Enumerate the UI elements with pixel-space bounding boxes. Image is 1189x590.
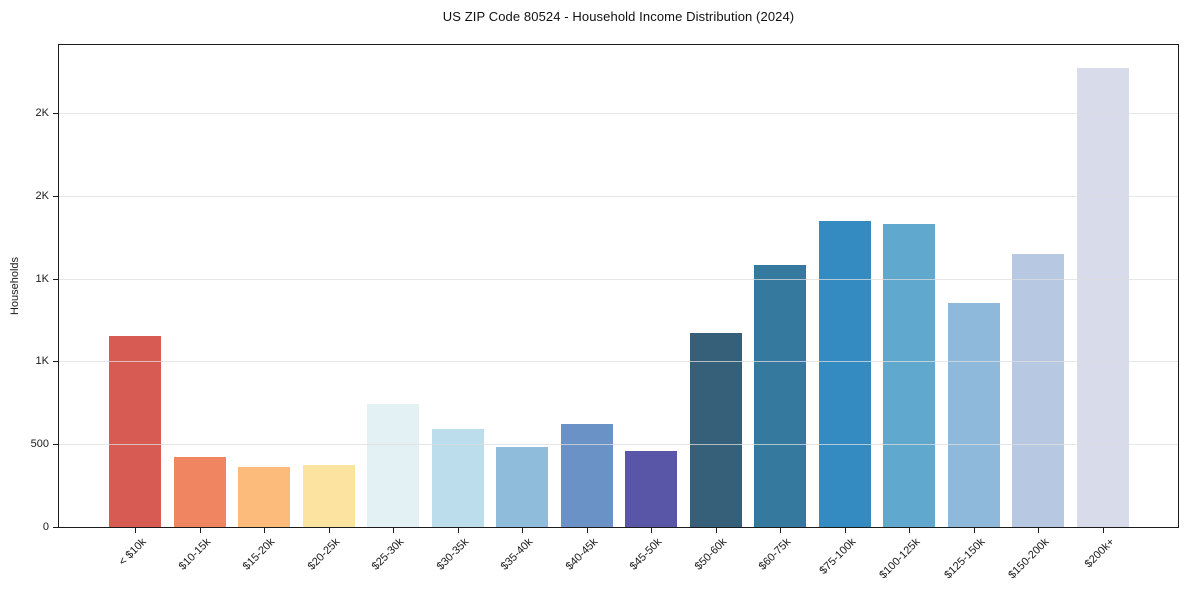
x-tick xyxy=(522,528,523,533)
x-tick-label: $35-40k xyxy=(498,536,536,573)
x-tick-label: $30-35k xyxy=(434,536,472,573)
x-tick xyxy=(264,528,265,533)
x-tick-label: $200k+ xyxy=(1082,536,1117,571)
x-tick-label: $100-125k xyxy=(877,536,923,582)
x-tick xyxy=(909,528,910,533)
gridline xyxy=(59,113,1178,114)
bar-10-15k xyxy=(174,457,226,527)
x-tick xyxy=(587,528,588,533)
y-axis-label: Households xyxy=(9,256,21,316)
x-tick xyxy=(780,528,781,533)
x-tick-label: < $10k xyxy=(116,536,149,569)
bar-25-30k xyxy=(367,404,419,527)
y-tick-label: 0 xyxy=(42,521,49,533)
x-tick-label: $15-20k xyxy=(240,536,278,573)
x-tick-label: $150-200k xyxy=(1006,536,1052,582)
bar-125-150k xyxy=(948,303,1000,527)
x-tick xyxy=(135,528,136,533)
y-tick-label: 1K xyxy=(35,273,49,285)
y-tick-label: 2K xyxy=(35,107,49,119)
x-tick xyxy=(1103,528,1104,533)
x-tick-label: $50-60k xyxy=(692,536,730,573)
bar-35-40k xyxy=(496,447,548,527)
gridline xyxy=(59,444,1178,445)
x-tick-label: $10-15k xyxy=(176,536,214,573)
x-tick-label: $40-45k xyxy=(563,536,601,573)
x-tick-label: $60-75k xyxy=(756,536,794,573)
x-tick xyxy=(1038,528,1039,533)
y-tick xyxy=(53,279,58,280)
x-tick-label: $45-50k xyxy=(627,536,665,573)
x-tick xyxy=(974,528,975,533)
y-tick xyxy=(53,196,58,197)
x-tick xyxy=(393,528,394,533)
x-tick xyxy=(329,528,330,533)
bar-30-35k xyxy=(432,429,484,527)
x-tick-label: $125-150k xyxy=(942,536,988,582)
y-tick-label: 500 xyxy=(30,438,49,450)
x-tick xyxy=(200,528,201,533)
bar-75-100k xyxy=(819,221,871,527)
x-tick xyxy=(458,528,459,533)
x-tick-label: $25-30k xyxy=(369,536,407,573)
y-tick xyxy=(53,527,58,528)
y-tick xyxy=(53,361,58,362)
bar-15-20k xyxy=(238,467,290,527)
bar-45-50k xyxy=(625,451,677,527)
bar-50-60k xyxy=(690,333,742,527)
x-tick xyxy=(716,528,717,533)
gridline xyxy=(59,279,1178,280)
bar-20-25k xyxy=(303,465,355,527)
plot-area xyxy=(58,44,1179,528)
gridline xyxy=(59,361,1178,362)
x-tick xyxy=(845,528,846,533)
bar-100-125k xyxy=(883,224,935,527)
y-tick-label: 2K xyxy=(35,190,49,202)
chart-title: US ZIP Code 80524 - Household Income Dis… xyxy=(442,9,795,24)
bar-200k xyxy=(1077,68,1129,527)
x-tick-label: $20-25k xyxy=(305,536,343,573)
y-tick xyxy=(53,113,58,114)
gridline xyxy=(59,196,1178,197)
bar-60-75k xyxy=(754,265,806,527)
y-tick-label: 1K xyxy=(35,355,49,367)
x-tick-label: $75-100k xyxy=(817,536,859,577)
y-tick xyxy=(53,444,58,445)
bar-10k xyxy=(109,336,161,527)
bar-150-200k xyxy=(1012,254,1064,527)
bar-40-45k xyxy=(561,424,613,527)
x-tick xyxy=(651,528,652,533)
